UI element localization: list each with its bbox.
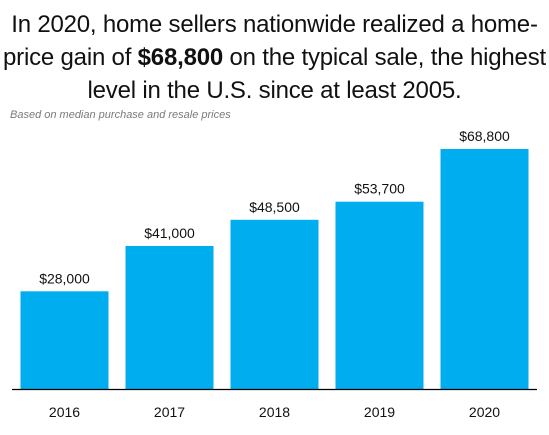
- x-tick-2018: 2018: [259, 404, 290, 420]
- bars-group: [20, 149, 529, 389]
- x-tick-2016: 2016: [49, 404, 80, 420]
- chart-title: In 2020, home sellers nationwide realize…: [0, 8, 549, 107]
- title-text-part1: In 2020, home sellers nationwide realize…: [3, 11, 538, 71]
- data-label-2020: $68,800: [459, 128, 510, 144]
- x-tick-2020: 2020: [469, 404, 500, 420]
- data-labels-group: $28,000 $41,000 $48,500 $53,700 $68,800: [39, 128, 510, 286]
- data-label-2017: $41,000: [144, 225, 195, 241]
- title-emphasis: $68,800: [137, 44, 224, 71]
- bar-2018: [230, 219, 319, 389]
- data-label-2018: $48,500: [249, 199, 300, 215]
- data-label-2016: $28,000: [39, 270, 90, 286]
- bar-2016: [20, 291, 109, 389]
- data-label-2019: $53,700: [354, 181, 405, 197]
- x-tick-labels-group: 2016 2017 2018 2019 2020: [49, 404, 500, 420]
- bar-2017: [125, 246, 214, 389]
- bar-2019: [335, 201, 424, 389]
- x-tick-2019: 2019: [364, 404, 395, 420]
- title-text-part2: on the typical sale, the highest level i…: [87, 44, 547, 104]
- bar-2020: [440, 149, 529, 389]
- x-tick-2017: 2017: [154, 404, 185, 420]
- chart-subtitle: Based on median purchase and resale pric…: [10, 109, 231, 121]
